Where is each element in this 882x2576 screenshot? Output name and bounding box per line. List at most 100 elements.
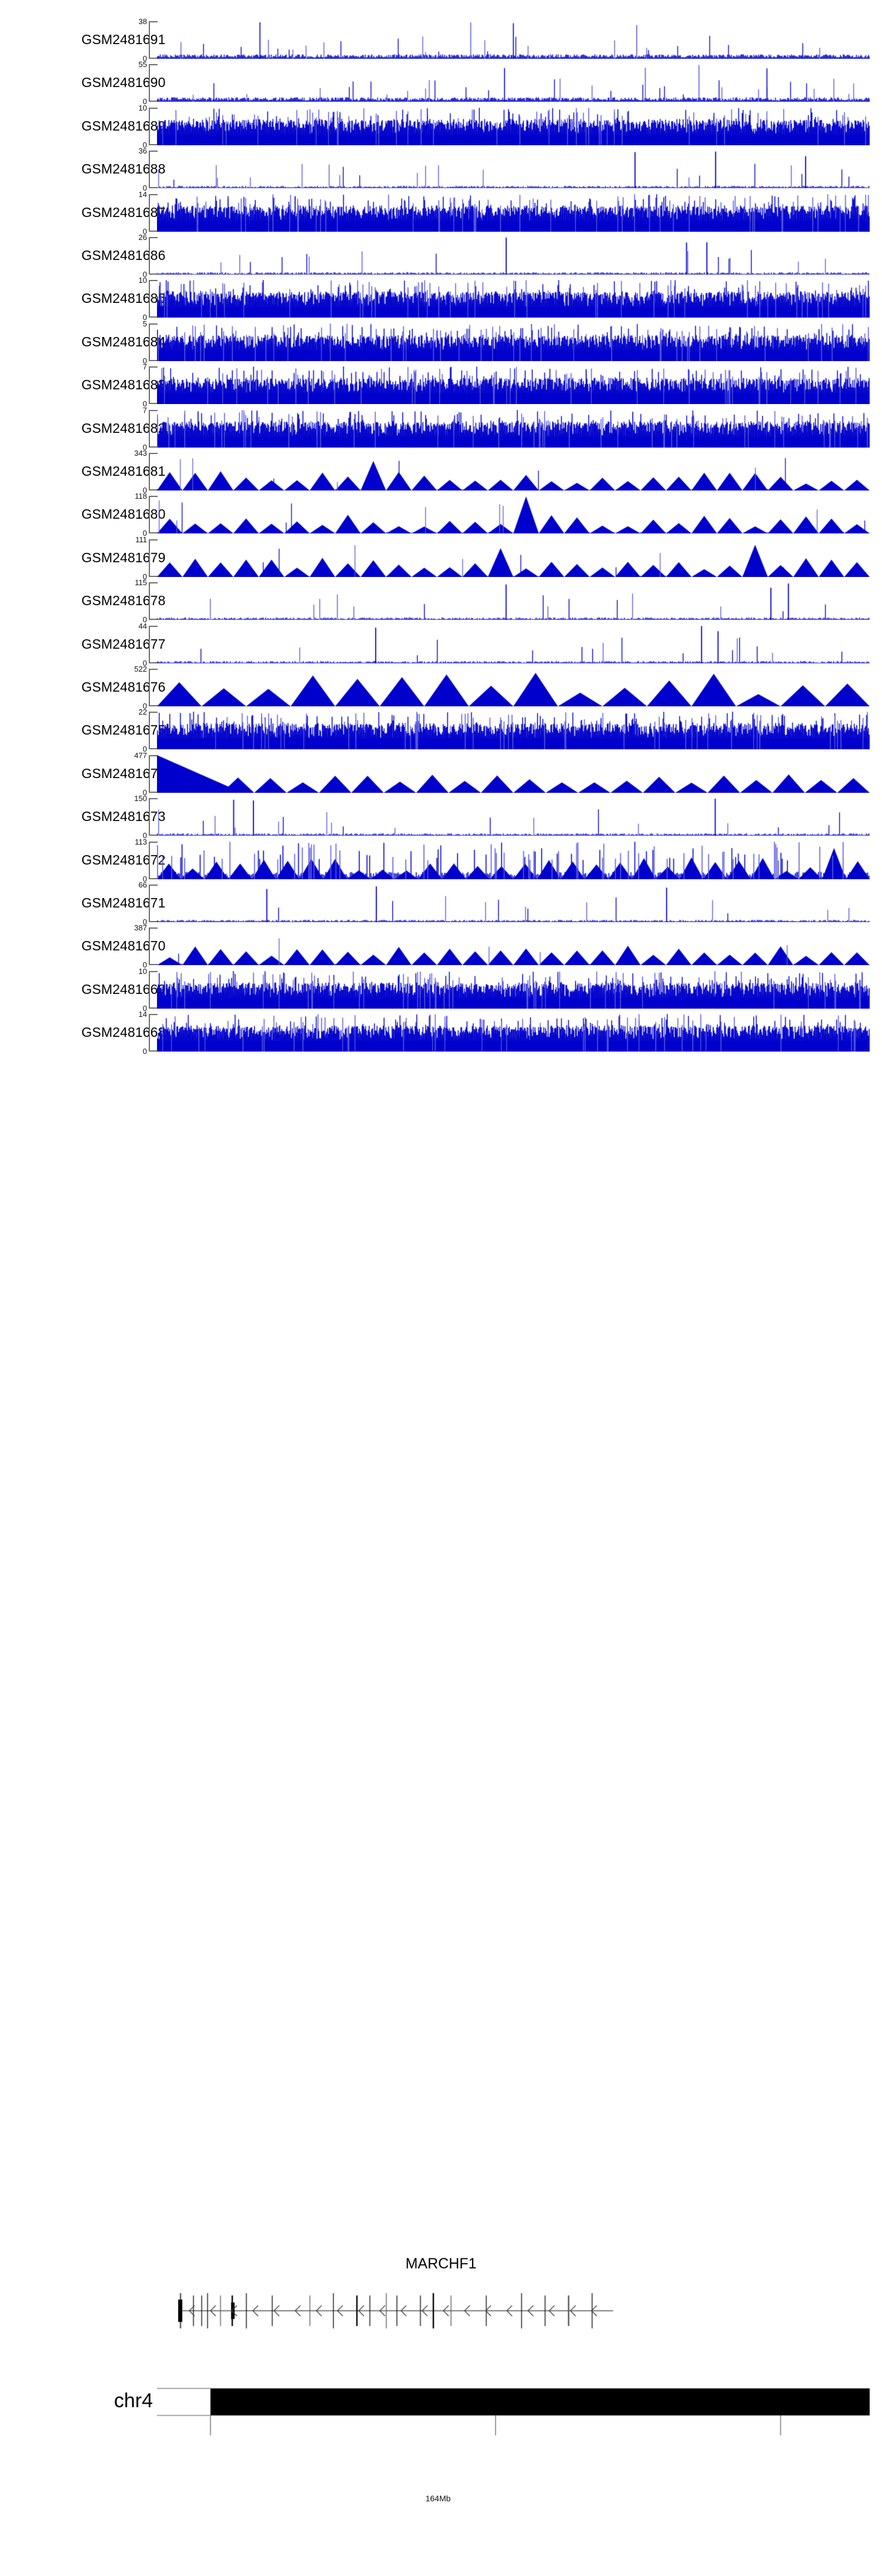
coverage-canvas[interactable]: [157, 237, 870, 275]
coverage-track[interactable]: GSM2481681 343 0: [0, 449, 882, 494]
coverage-canvas[interactable]: [157, 410, 870, 448]
coverage-plot[interactable]: [157, 323, 870, 361]
track-label-gsm2481672: GSM2481672: [81, 852, 166, 867]
y-axis-max-label: 7: [142, 406, 147, 415]
coverage-plot[interactable]: [157, 237, 870, 275]
coverage-plot[interactable]: [157, 539, 870, 577]
coverage-canvas[interactable]: [157, 885, 870, 922]
coverage-track[interactable]: GSM2481690 55 0: [0, 60, 882, 105]
track-y-axis: 44 0: [139, 622, 158, 667]
coverage-track[interactable]: GSM2481680 118 0: [0, 492, 882, 537]
coverage-track[interactable]: GSM2481672 113 0: [0, 838, 882, 883]
y-axis-min-label: 0: [142, 270, 147, 279]
coverage-plot[interactable]: [157, 712, 870, 749]
coverage-track[interactable]: GSM2481682 7 0: [0, 406, 882, 451]
coverage-canvas[interactable]: [157, 453, 870, 490]
coverage-canvas[interactable]: [157, 194, 870, 232]
coverage-track[interactable]: GSM2481687 14 0: [0, 191, 882, 235]
coverage-plot[interactable]: [157, 108, 870, 145]
coverage-plot[interactable]: [157, 453, 870, 490]
y-axis-max-label: 10: [138, 967, 147, 976]
coverage-track[interactable]: GSM2481677 44 0: [0, 622, 882, 667]
y-axis-min-label: 0: [142, 831, 147, 840]
coverage-canvas[interactable]: [157, 798, 870, 836]
coverage-plot[interactable]: [157, 971, 870, 1009]
coverage-track[interactable]: GSM2481676 522 0: [0, 665, 882, 710]
coverage-canvas[interactable]: [157, 927, 870, 965]
track-label-gsm2481677: GSM2481677: [81, 636, 166, 652]
coverage-canvas[interactable]: [157, 842, 870, 879]
gene-name-label: MARCHF1: [405, 2255, 477, 2272]
coverage-plot[interactable]: [157, 669, 870, 706]
gene-model-track[interactable]: MARCHF1: [0, 2255, 882, 2341]
coverage-canvas[interactable]: [157, 582, 870, 620]
coverage-plot[interactable]: [157, 280, 870, 318]
coverage-track[interactable]: GSM2481683 7 0: [0, 363, 882, 408]
coverage-plot[interactable]: [157, 798, 870, 836]
coverage-track[interactable]: GSM2481671 66 0: [0, 881, 882, 926]
coverage-track[interactable]: GSM2481686 26 0: [0, 233, 882, 279]
gene-model-graphic[interactable]: [157, 2284, 870, 2341]
coverage-canvas[interactable]: [157, 21, 870, 59]
y-axis-max-label: 10: [138, 276, 147, 285]
coverage-canvas[interactable]: [157, 755, 870, 793]
coverage-plot[interactable]: [157, 64, 870, 102]
coverage-canvas[interactable]: [157, 280, 870, 318]
ideogram-canvas[interactable]: [157, 2384, 870, 2454]
coverage-track[interactable]: GSM2481691 38 0: [0, 17, 882, 62]
coverage-plot[interactable]: [157, 151, 870, 188]
coverage-track[interactable]: GSM2481675 22 0: [0, 708, 882, 753]
track-label-gsm2481682: GSM2481682: [81, 421, 166, 436]
y-axis-max-label: 477: [134, 751, 147, 760]
y-axis-max-label: 387: [134, 923, 147, 932]
coverage-canvas[interactable]: [157, 366, 870, 404]
coverage-track[interactable]: GSM2481679 111 0: [0, 535, 882, 580]
coverage-plot[interactable]: [157, 496, 870, 533]
coverage-canvas[interactable]: [157, 1014, 870, 1052]
coverage-track[interactable]: GSM2481674 477 0: [0, 751, 882, 796]
track-y-axis: 36 0: [139, 147, 158, 192]
y-axis-min-label: 0: [142, 1047, 147, 1056]
coverage-track[interactable]: GSM2481689 10 0: [0, 104, 882, 149]
coverage-plot[interactable]: [157, 1014, 870, 1052]
coverage-plot[interactable]: [157, 366, 870, 404]
coverage-plot[interactable]: [157, 626, 870, 663]
coverage-plot[interactable]: [157, 582, 870, 620]
coverage-canvas[interactable]: [157, 108, 870, 145]
coverage-canvas[interactable]: [157, 323, 870, 361]
coverage-plot[interactable]: [157, 927, 870, 965]
y-axis-max-label: 38: [138, 17, 147, 26]
coverage-plot[interactable]: [157, 755, 870, 793]
coverage-track[interactable]: GSM2481669 10 0: [0, 967, 882, 1012]
coverage-plot[interactable]: [157, 885, 870, 922]
ideogram-graphic[interactable]: [157, 2384, 870, 2457]
gene-model-canvas[interactable]: [157, 2284, 870, 2338]
coverage-canvas[interactable]: [157, 539, 870, 577]
coverage-track[interactable]: GSM2481684 5 0: [0, 320, 882, 365]
coverage-track[interactable]: GSM2481685 10 0: [0, 276, 882, 321]
coverage-canvas[interactable]: [157, 971, 870, 1009]
coverage-plot[interactable]: [157, 194, 870, 232]
chromosome-ideogram-track[interactable]: chr4 164Mb: [0, 2373, 882, 2561]
y-axis-min-label: 0: [142, 486, 147, 495]
coverage-plot[interactable]: [157, 21, 870, 59]
coverage-canvas[interactable]: [157, 669, 870, 706]
y-axis-min-label: 0: [142, 356, 147, 365]
coverage-track[interactable]: GSM2481688 36 0: [0, 147, 882, 192]
coverage-canvas[interactable]: [157, 151, 870, 188]
coverage-track[interactable]: GSM2481673 150 0: [0, 795, 882, 840]
coverage-canvas[interactable]: [157, 712, 870, 749]
coverage-track[interactable]: GSM2481678 115 0: [0, 579, 882, 623]
coverage-plot[interactable]: [157, 842, 870, 879]
coverage-canvas[interactable]: [157, 626, 870, 663]
track-label-gsm2481671: GSM2481671: [81, 895, 166, 910]
coverage-plot[interactable]: [157, 410, 870, 448]
coverage-track[interactable]: GSM2481670 387 0: [0, 923, 882, 969]
y-axis-max-label: 111: [135, 535, 147, 544]
coverage-track[interactable]: GSM2481668 14 0: [0, 1010, 882, 1056]
y-axis-max-label: 522: [134, 665, 147, 673]
coverage-canvas[interactable]: [157, 64, 870, 102]
track-label-gsm2481676: GSM2481676: [81, 679, 166, 695]
y-axis-max-label: 55: [138, 60, 147, 69]
coverage-canvas[interactable]: [157, 496, 870, 533]
